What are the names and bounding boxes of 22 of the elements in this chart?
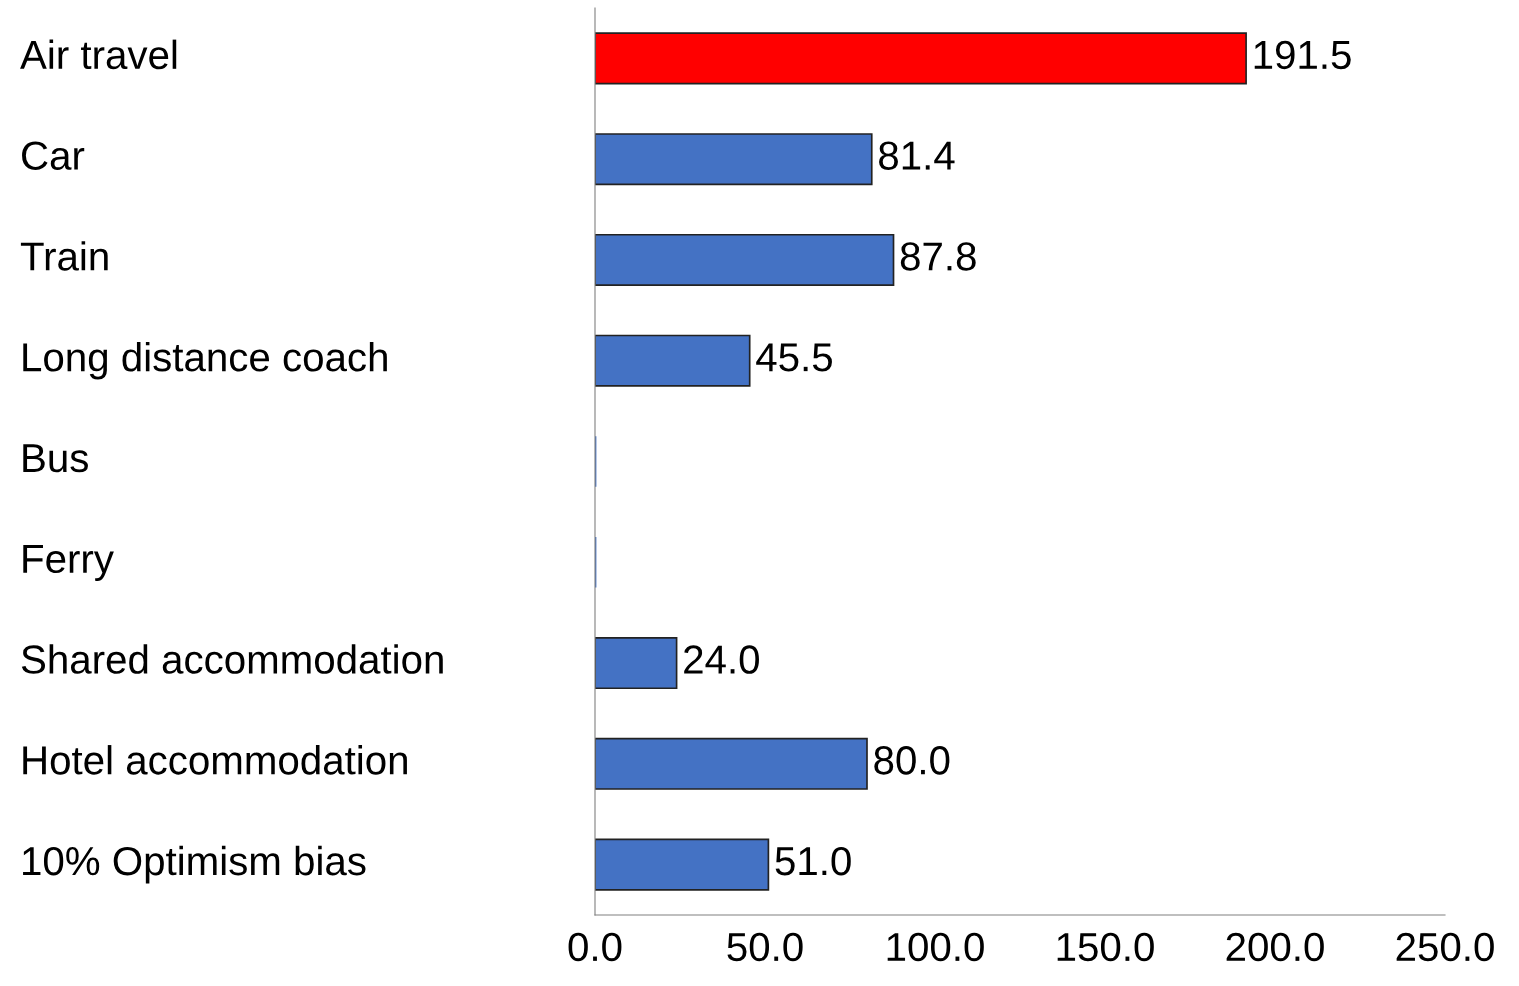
y-tick-label: Long distance coach xyxy=(23,341,387,380)
y-tick-label: Train xyxy=(20,241,108,271)
y-tick-label: Hotel accommodation xyxy=(23,745,407,775)
y-tick-label: Ferry xyxy=(23,544,114,582)
x-tick-label: 150.0 xyxy=(1057,932,1154,962)
data-label: 80.0 xyxy=(874,746,950,775)
x-tick-label: 100.0 xyxy=(887,932,984,962)
data-label: 191.5 xyxy=(1254,40,1351,70)
y-tick-label: Car xyxy=(22,141,85,170)
x-tick-label: 200.0 xyxy=(1226,932,1324,962)
y-tick-label: 10% Optimism bias xyxy=(23,845,366,884)
y-tick-label: Air travel xyxy=(20,39,177,70)
data-label: 81.4 xyxy=(879,141,955,170)
x-tick-label: 50.0 xyxy=(727,932,803,962)
data-label: 24.0 xyxy=(684,645,759,674)
y-tick-label: Bus xyxy=(23,444,88,473)
data-label: 87.8 xyxy=(900,242,976,271)
x-tick-label: 0.0 xyxy=(568,932,622,962)
x-tick-label: 250.0 xyxy=(1396,932,1494,962)
data-label: 45.5 xyxy=(756,343,832,372)
y-tick-label: Shared accommodation xyxy=(21,644,443,674)
data-label: 51.0 xyxy=(775,846,851,876)
